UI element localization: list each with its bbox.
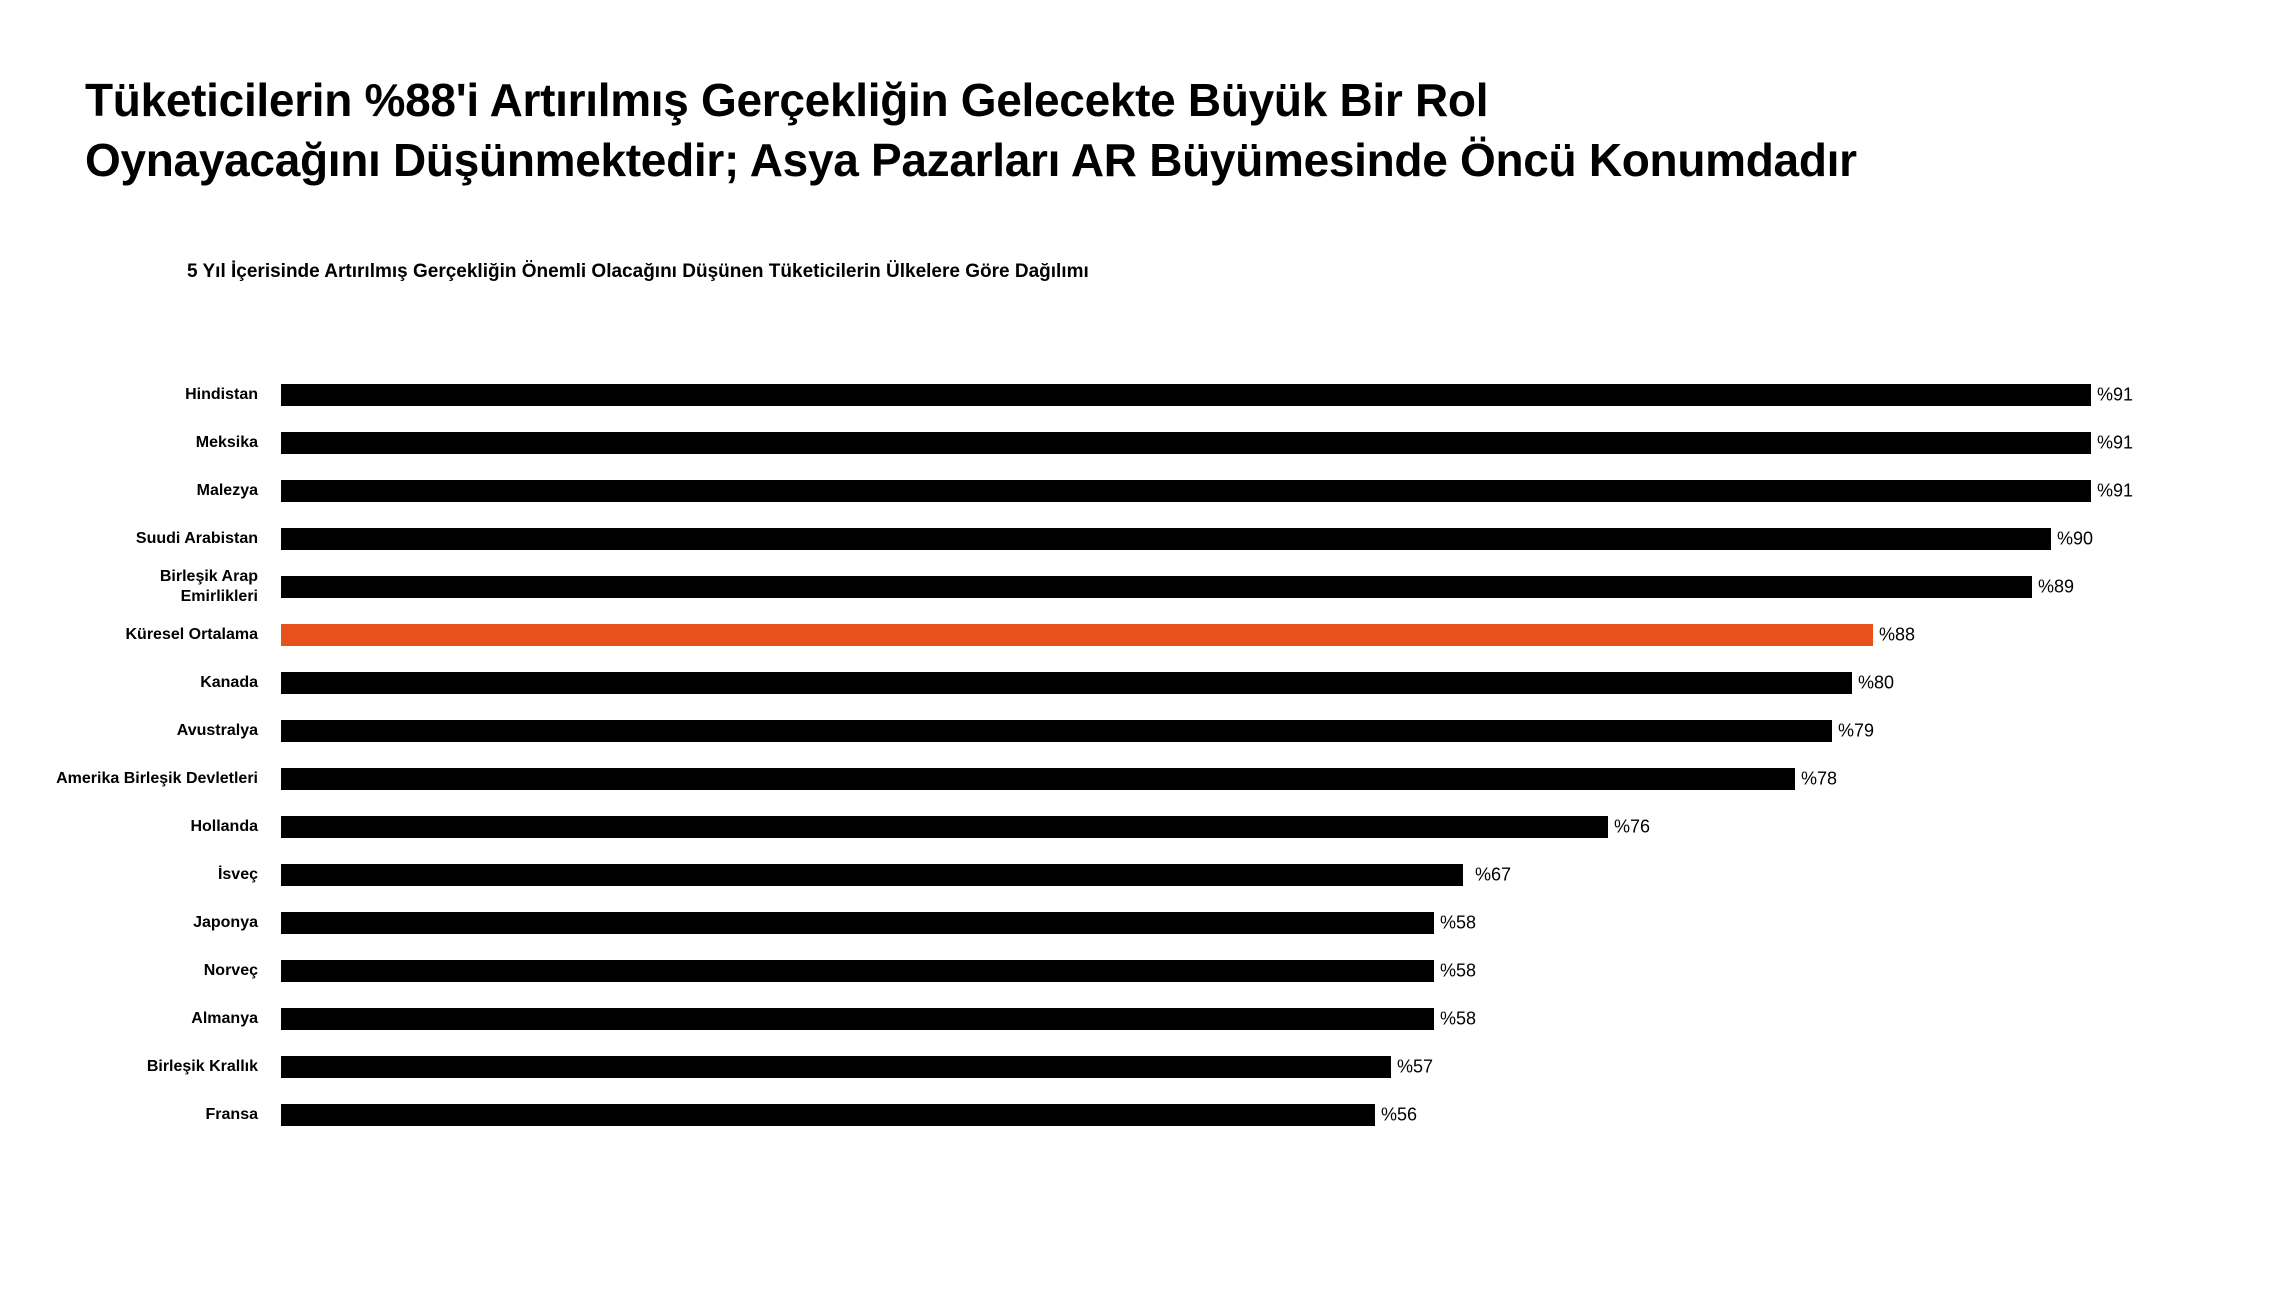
chart-row: Hollanda %76: [0, 816, 2286, 838]
bar: [281, 864, 1463, 886]
category-label: Birleşik Arap Emirlikleri: [159, 568, 258, 605]
value-label: %58: [1440, 1008, 1477, 1029]
value-label: %91: [2097, 432, 2134, 453]
bar: [281, 816, 1608, 838]
bar: [281, 384, 2091, 406]
bar: [281, 1056, 1391, 1078]
chart-row: Malezya %91: [0, 480, 2286, 502]
title-line-2: Oynayacağını Düşünmektedir; Asya Pazarla…: [85, 134, 1857, 186]
chart-row: Suudi Arabistan %90: [0, 528, 2286, 550]
chart-row: Birleşik Arap Emirlikleri %89: [0, 568, 2286, 605]
bar: [281, 672, 1852, 694]
chart-row: Fransa %56: [0, 1104, 2286, 1126]
chart-row: Küresel Ortalama %88: [0, 624, 2286, 646]
category-label: Norveç: [203, 962, 258, 979]
category-label: Almanya: [191, 1010, 258, 1027]
value-label: %76: [1614, 816, 1651, 837]
chart-row: İsveç %67: [0, 864, 2286, 886]
chart-row: Kanada %80: [0, 672, 2286, 694]
page-title: Tüketicilerin %88'i Artırılmış Gerçekliğ…: [85, 70, 1857, 190]
category-label: Meksika: [195, 434, 258, 451]
chart-row: Amerika Birleşik Devletleri %78: [0, 768, 2286, 790]
bar: [281, 912, 1434, 934]
value-label: %58: [1440, 960, 1477, 981]
bar: [281, 768, 1795, 790]
category-label: Birleşik Krallık: [146, 1058, 258, 1075]
chart-row: Hindistan %91: [0, 384, 2286, 406]
category-label: Küresel Ortalama: [125, 626, 258, 643]
bar: [281, 576, 2032, 598]
bar: [281, 528, 2051, 550]
chart-row: Norveç %58: [0, 960, 2286, 982]
value-label: %91: [2097, 384, 2134, 405]
category-label: Suudi Arabistan: [135, 530, 258, 547]
bar: [281, 1104, 1375, 1126]
value-label: %78: [1801, 768, 1838, 789]
bar: [281, 480, 2091, 502]
chart-row: Almanya %58: [0, 1008, 2286, 1030]
value-label: %67: [1475, 864, 1512, 885]
bar: [281, 1008, 1434, 1030]
title-line-1: Tüketicilerin %88'i Artırılmış Gerçekliğ…: [85, 74, 1489, 126]
bar: [281, 720, 1832, 742]
category-label: Hindistan: [185, 386, 258, 403]
value-label: %88: [1879, 624, 1916, 645]
value-label: %56: [1381, 1104, 1418, 1125]
value-label: %79: [1838, 720, 1875, 741]
bar: [281, 960, 1434, 982]
category-label: Fransa: [205, 1106, 258, 1123]
value-label: %80: [1858, 672, 1895, 693]
chart-subtitle: 5 Yıl İçerisinde Artırılmış Gerçekliğin …: [187, 261, 1089, 282]
value-label: %91: [2097, 480, 2134, 501]
bar-highlight: [281, 624, 1873, 646]
category-label: Kanada: [200, 674, 258, 691]
chart-row: Japonya %58: [0, 912, 2286, 934]
category-label: Avustralya: [176, 722, 258, 739]
category-label: Malezya: [196, 482, 258, 499]
value-label: %89: [2038, 576, 2075, 597]
value-label: %90: [2057, 528, 2094, 549]
value-label: %58: [1440, 912, 1477, 933]
chart-row: Avustralya %79: [0, 720, 2286, 742]
chart-row: Meksika %91: [0, 432, 2286, 454]
category-label: Hollanda: [190, 818, 258, 835]
bar: [281, 432, 2091, 454]
category-label: Japonya: [193, 914, 258, 931]
category-label: Amerika Birleşik Devletleri: [56, 770, 258, 787]
category-label: İsveç: [217, 866, 258, 883]
chart-row: Birleşik Krallık %57: [0, 1056, 2286, 1078]
value-label: %57: [1397, 1056, 1434, 1077]
